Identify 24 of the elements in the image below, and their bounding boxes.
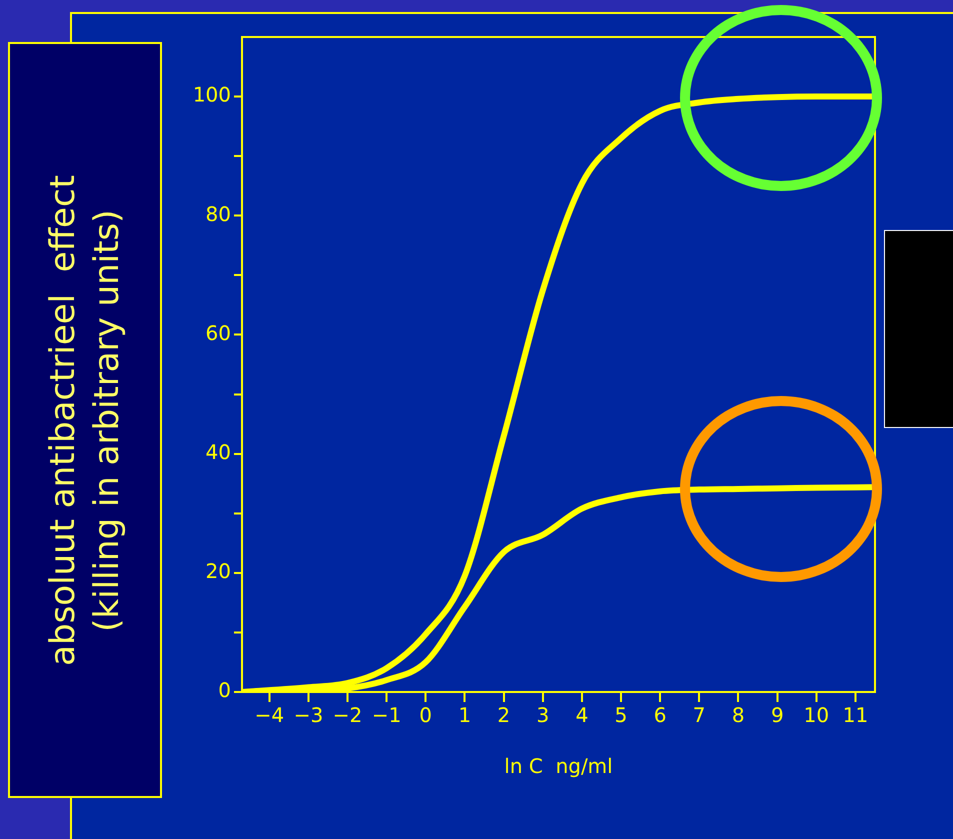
x-tick-label: −1 [372, 703, 402, 728]
x-tick-label: 3 [536, 703, 550, 728]
x-tick-label: 10 [804, 703, 830, 728]
x-tick-label: 5 [614, 703, 628, 728]
x-tick-label: 1 [458, 703, 472, 728]
y-tick-label: 20 [206, 559, 231, 584]
x-tick-label: −3 [294, 703, 324, 728]
x-tick-label: 6 [654, 703, 666, 728]
y-tick-label: 40 [206, 440, 231, 464]
x-tick-label: 7 [692, 703, 706, 728]
x-tick-label: −4 [254, 703, 284, 728]
y-tick-label: 0 [218, 678, 231, 702]
y-tick-label: 100 [192, 82, 231, 107]
x-tick-label: 4 [576, 703, 588, 728]
x-tick-label: 2 [497, 703, 510, 728]
x-tick-label: 0 [419, 703, 432, 728]
x-axis-title: ln C ng/ml [504, 754, 613, 778]
x-tick-label: −2 [332, 703, 362, 728]
y-tick-label: 80 [206, 202, 231, 226]
y-tick-label: 60 [206, 320, 231, 345]
x-tick-label: 9 [770, 703, 784, 728]
x-tick-label: 11 [842, 703, 868, 728]
x-tick-label: 8 [732, 703, 745, 728]
y-axis-title: absoluut antibactrieel effect (killing in arbitrary units) [42, 174, 128, 666]
